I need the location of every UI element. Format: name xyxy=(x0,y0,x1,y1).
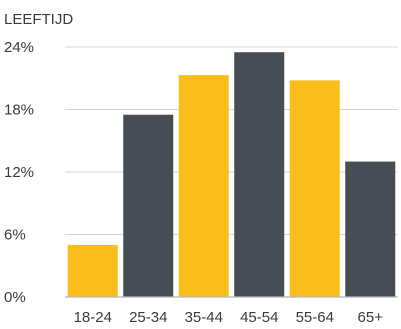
y-tick-label: 0% xyxy=(4,289,26,306)
y-tick-label: 24% xyxy=(4,39,34,56)
bars xyxy=(67,52,396,298)
x-tick-label: 65+ xyxy=(358,309,384,326)
y-tick-label: 6% xyxy=(4,227,26,244)
bar xyxy=(345,161,396,297)
x-axis-ticks: 18-24 25-34 35-44 45-54 55-64 65+ xyxy=(74,309,384,326)
bar xyxy=(123,114,174,297)
bar xyxy=(234,52,285,298)
x-tick-label: 55-64 xyxy=(296,309,334,326)
gridlines xyxy=(65,46,398,235)
x-tick-label: 45-54 xyxy=(240,309,278,326)
bar xyxy=(289,80,340,297)
x-tick-label: 18-24 xyxy=(74,309,112,326)
bar xyxy=(67,244,118,297)
y-tick-label: 18% xyxy=(4,102,34,119)
y-axis-ticks: 0% 6% 12% 18% 24% xyxy=(4,39,34,306)
bar xyxy=(178,75,229,297)
chart-title: LEEFTIJD xyxy=(4,11,73,28)
y-tick-label: 12% xyxy=(4,164,34,181)
x-tick-label: 25-34 xyxy=(129,309,167,326)
x-tick-label: 35-44 xyxy=(185,309,223,326)
